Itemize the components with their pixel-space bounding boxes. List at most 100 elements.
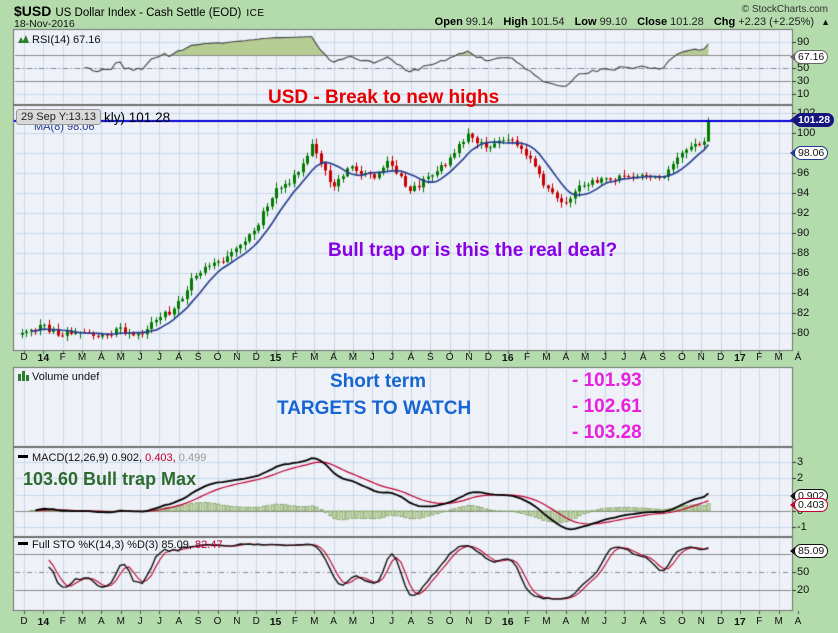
axis-tick-label: 100 bbox=[797, 127, 816, 139]
close-label: Close bbox=[637, 16, 668, 28]
macd-legend: MACD(12,26,9) 0.902, 0.403, 0.499 bbox=[18, 452, 206, 464]
target-level: - 103.28 bbox=[572, 422, 642, 443]
chart-title: US Dollar Index - Cash Settle (EOD) bbox=[55, 7, 242, 19]
month-label: 17 bbox=[734, 616, 746, 628]
month-label: M bbox=[77, 352, 87, 363]
axis-tick-label: 86 bbox=[797, 267, 810, 279]
axis-value-bubble: 67.16 bbox=[790, 50, 829, 64]
annotation-targets-to-watch: TARGETS TO WATCH bbox=[277, 398, 472, 419]
annotation-bull-trap-max: 103.60 Bull trap Max bbox=[23, 469, 197, 489]
annotation-target-levels: - 101.93 - 102.61 - 103.28 bbox=[572, 368, 642, 446]
month-label: M bbox=[348, 352, 358, 363]
axis-tick-label: 92 bbox=[797, 207, 810, 219]
month-label: A bbox=[794, 616, 802, 627]
open-label: Open bbox=[434, 16, 463, 28]
axis-value-bubble: 101.28 bbox=[790, 113, 835, 127]
month-label: F bbox=[756, 616, 763, 627]
month-label: O bbox=[213, 616, 222, 627]
month-label: A bbox=[330, 352, 337, 363]
axis-tick-label: 3 bbox=[797, 456, 804, 468]
month-label: M bbox=[310, 616, 319, 627]
month-label: F bbox=[291, 352, 298, 363]
chart-date: 18-Nov-2016 bbox=[14, 18, 75, 30]
volume-legend-label: Volume undef bbox=[32, 371, 100, 383]
high-value: 101.54 bbox=[530, 16, 565, 28]
close-value: 101.28 bbox=[670, 16, 704, 28]
month-label: D bbox=[20, 352, 28, 363]
macd-name: MACD(12,26,9) bbox=[32, 452, 109, 464]
symbol: $USD bbox=[14, 3, 52, 19]
month-label: M bbox=[348, 616, 358, 627]
rsi-legend: RSI(14) 67.16 bbox=[18, 33, 100, 46]
month-label: J bbox=[389, 352, 395, 363]
macd-value-2: 0.403, bbox=[145, 452, 176, 464]
axis-tick-label: 50 bbox=[797, 566, 810, 578]
month-label: F bbox=[756, 352, 763, 363]
month-label: M bbox=[774, 616, 783, 627]
month-label: M bbox=[310, 352, 319, 363]
line-sample-icon bbox=[18, 542, 28, 545]
month-label: F bbox=[524, 352, 531, 363]
month-label: N bbox=[465, 616, 473, 627]
month-label: O bbox=[445, 352, 454, 363]
month-label: M bbox=[542, 352, 551, 363]
month-label: 15 bbox=[269, 616, 282, 628]
exchange-label: ICE bbox=[246, 8, 265, 19]
axis-tick-label: 90 bbox=[797, 227, 810, 239]
area-chart-icon bbox=[18, 35, 29, 43]
month-label: 16 bbox=[501, 616, 514, 628]
axis-tick-label: 90 bbox=[797, 36, 810, 48]
month-label: O bbox=[445, 616, 454, 627]
axis-tick-label: 80 bbox=[797, 327, 810, 339]
sto-legend: Full STO %K(14,3) %D(3) 85.09, 82.47 bbox=[18, 539, 223, 551]
month-label: J bbox=[137, 352, 143, 363]
axis-tick-label: 84 bbox=[797, 287, 810, 299]
axis-tick-label: 2 bbox=[797, 472, 804, 484]
chg-label: Chg bbox=[713, 16, 736, 28]
axis-tick-label: 50 bbox=[797, 62, 810, 74]
copyright: © StockCharts.com bbox=[741, 4, 828, 15]
volume-bars-icon bbox=[18, 371, 29, 381]
annotation-break-to-new-highs: USD - Break to new highs bbox=[268, 87, 500, 108]
axis-tick-label: 20 bbox=[797, 584, 810, 596]
month-label: F bbox=[291, 616, 298, 627]
ohlc-quote: Open 99.14 High 101.54 Low 99.10 Close 101.2… bbox=[435, 16, 830, 28]
annotation-bull-trap-question: Bull trap or is this the real deal? bbox=[328, 240, 618, 261]
chg-value: +2.23 (+2.25%) bbox=[738, 16, 815, 28]
macd-value-1: 0.902, bbox=[111, 452, 143, 464]
month-label: M bbox=[77, 616, 87, 627]
month-label: J bbox=[369, 352, 375, 363]
axis-tick-label: 94 bbox=[797, 187, 810, 199]
month-label: A bbox=[407, 352, 415, 363]
month-label: A bbox=[562, 616, 570, 627]
sto-value-2: 82.47 bbox=[195, 539, 223, 551]
chart-header: $USD US Dollar Index - Cash Settle (EOD) I… bbox=[14, 3, 265, 19]
month-label: J bbox=[156, 616, 162, 627]
month-label: 15 bbox=[269, 352, 282, 364]
axis-tick-label: 30 bbox=[797, 75, 810, 87]
axis-tick-label: 82 bbox=[797, 307, 810, 319]
up-arrow-icon: ▲ bbox=[821, 17, 830, 27]
target-level: - 102.61 bbox=[572, 396, 642, 417]
month-label: A bbox=[98, 616, 105, 627]
month-label: F bbox=[524, 616, 531, 627]
month-label: S bbox=[427, 616, 434, 627]
target-level: - 101.93 bbox=[572, 370, 642, 391]
low-value: 99.10 bbox=[599, 16, 628, 28]
month-label: A bbox=[639, 616, 647, 627]
month-label: N bbox=[233, 616, 241, 627]
month-label: A bbox=[407, 616, 415, 627]
month-label: 14 bbox=[37, 352, 50, 364]
main-legend-row: 29 Sep Y:13.13 kly) 101.28 bbox=[16, 109, 170, 125]
macd-value-3: 0.499 bbox=[178, 452, 207, 464]
main-title-fragment: kly) 101.28 bbox=[104, 109, 171, 125]
month-label: S bbox=[194, 352, 202, 363]
month-label: S bbox=[427, 352, 434, 363]
month-label: M bbox=[116, 616, 125, 627]
month-label: D bbox=[484, 616, 493, 627]
month-label: J bbox=[369, 616, 375, 627]
month-label: A bbox=[562, 352, 570, 363]
axis-value-bubble: 98.06 bbox=[790, 146, 829, 160]
